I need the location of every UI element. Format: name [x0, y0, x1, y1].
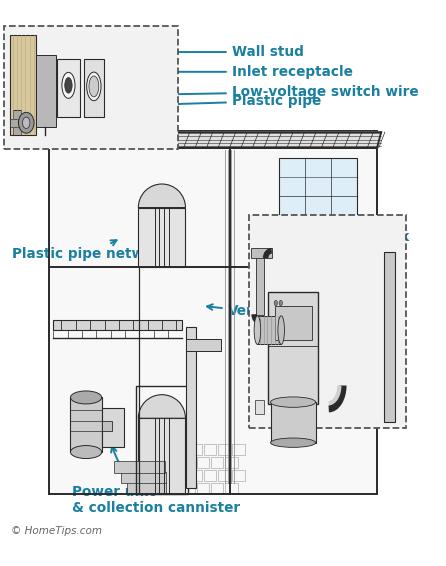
Bar: [114, 461, 165, 473]
Bar: [197, 457, 209, 468]
Bar: [136, 386, 187, 494]
Polygon shape: [53, 320, 182, 330]
Bar: [168, 483, 180, 494]
Bar: [182, 457, 195, 468]
Bar: [268, 292, 318, 404]
Bar: [232, 444, 245, 454]
Text: Power unit
& collection cannister: Power unit & collection cannister: [72, 447, 240, 515]
Bar: [154, 457, 166, 468]
Bar: [154, 483, 166, 494]
Bar: [161, 470, 173, 481]
Bar: [232, 470, 245, 481]
Bar: [146, 470, 159, 481]
Bar: [218, 444, 230, 454]
Bar: [84, 59, 104, 117]
Wedge shape: [138, 184, 186, 208]
Bar: [257, 316, 281, 344]
Bar: [146, 444, 159, 454]
Bar: [175, 444, 187, 454]
Bar: [4, 25, 178, 149]
Text: Low-voltage switch wire: Low-voltage switch wire: [153, 84, 418, 98]
Ellipse shape: [23, 117, 30, 128]
Text: Vent: Vent: [207, 303, 263, 318]
Ellipse shape: [278, 316, 285, 344]
Text: Plastic pipe: Plastic pipe: [46, 94, 321, 111]
Bar: [57, 59, 80, 117]
Bar: [161, 444, 173, 454]
Bar: [271, 402, 316, 443]
Ellipse shape: [279, 301, 282, 306]
Bar: [168, 457, 180, 468]
Bar: [36, 55, 56, 127]
Ellipse shape: [271, 397, 316, 408]
Bar: [49, 148, 377, 494]
Ellipse shape: [274, 301, 277, 306]
Bar: [70, 397, 102, 452]
Ellipse shape: [62, 72, 75, 98]
Bar: [138, 208, 186, 267]
Bar: [10, 119, 26, 127]
Ellipse shape: [89, 76, 99, 97]
Bar: [384, 252, 395, 422]
Wedge shape: [138, 395, 186, 418]
Bar: [186, 339, 220, 350]
Polygon shape: [49, 132, 381, 148]
Ellipse shape: [271, 438, 316, 447]
Bar: [4, 25, 178, 149]
Ellipse shape: [70, 445, 102, 458]
Ellipse shape: [254, 316, 260, 344]
Bar: [249, 216, 406, 427]
Bar: [102, 408, 124, 447]
Text: Muffler: Muffler: [300, 320, 368, 335]
Ellipse shape: [87, 72, 101, 101]
Bar: [121, 472, 166, 483]
Bar: [211, 457, 223, 468]
Bar: [225, 483, 238, 494]
Text: Inlet receptacle: Inlet receptacle: [161, 65, 352, 79]
Text: Wall stud: Wall stud: [163, 45, 303, 59]
Bar: [204, 470, 216, 481]
Text: To vent: To vent: [264, 298, 322, 316]
Bar: [249, 216, 406, 427]
Ellipse shape: [18, 113, 34, 133]
Bar: [186, 327, 195, 488]
Bar: [102, 421, 112, 431]
Bar: [256, 400, 264, 414]
Bar: [127, 482, 166, 494]
Ellipse shape: [70, 391, 102, 404]
Bar: [139, 457, 152, 468]
Bar: [225, 457, 238, 468]
Bar: [218, 470, 230, 481]
Ellipse shape: [65, 78, 72, 93]
Bar: [211, 483, 223, 494]
Bar: [275, 306, 311, 340]
Text: Plastic pipe network: Plastic pipe network: [252, 230, 409, 244]
Bar: [197, 483, 209, 494]
Bar: [279, 158, 357, 234]
Bar: [139, 483, 152, 494]
Bar: [13, 110, 21, 135]
Bar: [182, 483, 195, 494]
Bar: [256, 255, 264, 315]
Text: © HomeTips.com: © HomeTips.com: [12, 526, 103, 536]
Text: to inlet receptacles: to inlet receptacles: [252, 242, 401, 255]
Bar: [10, 35, 36, 135]
Bar: [138, 418, 186, 494]
Bar: [175, 470, 187, 481]
Bar: [190, 470, 202, 481]
Bar: [204, 444, 216, 454]
Bar: [251, 248, 272, 258]
Text: Plastic pipe network: Plastic pipe network: [12, 240, 169, 261]
Bar: [190, 444, 202, 454]
